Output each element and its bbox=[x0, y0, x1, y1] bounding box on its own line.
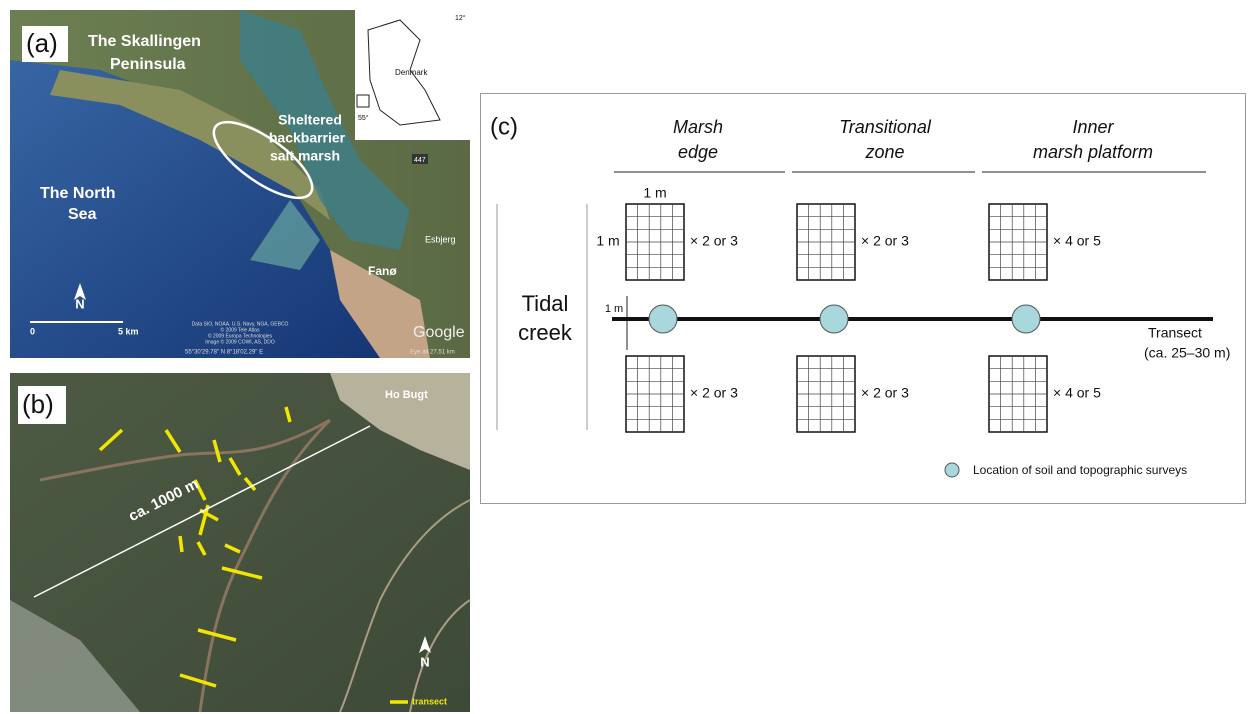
panel-c: (c) Marsh edge Transitional zone Inner m… bbox=[481, 94, 1246, 504]
inset-lat: 55° bbox=[358, 114, 369, 122]
survey-point bbox=[820, 305, 848, 333]
replicate-label: × 2 or 3 bbox=[690, 233, 738, 249]
survey-point bbox=[1012, 305, 1040, 333]
place-label: The Skallingen bbox=[88, 33, 201, 50]
transect-label: (ca. 25–30 m) bbox=[1144, 345, 1230, 361]
grid-width-label: 1 m bbox=[643, 185, 666, 201]
coords: 55°30'29.78" N 8°18'02.29" E bbox=[185, 350, 263, 356]
creek-label: creek bbox=[518, 320, 573, 345]
inset-country: Denmark bbox=[395, 68, 428, 77]
place-label: Fanø bbox=[368, 264, 397, 278]
north-label: N bbox=[75, 296, 84, 311]
place-label: The North bbox=[40, 185, 116, 202]
replicate-label: × 2 or 3 bbox=[861, 385, 909, 401]
north-label: N bbox=[420, 654, 429, 669]
figure: Denmark 12° 55° (a) The Skallingen Penin… bbox=[0, 0, 1248, 714]
zone-label: Transitional bbox=[839, 117, 932, 137]
credit: © 2009 Europa Technologies bbox=[208, 332, 273, 339]
road-label: 447 bbox=[414, 157, 426, 164]
panel-a: Denmark 12° 55° (a) The Skallingen Penin… bbox=[10, 10, 470, 358]
replicate-label: × 4 or 5 bbox=[1053, 385, 1101, 401]
place-label: Sheltered bbox=[278, 112, 342, 128]
transect-label: Transect bbox=[1148, 325, 1202, 341]
replicate-label: × 2 or 3 bbox=[861, 233, 909, 249]
scale-label: 0 bbox=[30, 326, 35, 336]
zone-label: Marsh bbox=[673, 117, 723, 137]
credit: Image © 2009 COWI, AS, DDO bbox=[205, 338, 275, 345]
creek-label: Tidal bbox=[522, 291, 569, 316]
eye-alt: Eye alt 27.51 km bbox=[410, 350, 455, 356]
survey-point bbox=[649, 305, 677, 333]
scale-label: 5 km bbox=[118, 326, 139, 336]
zone-label: edge bbox=[678, 142, 718, 162]
zone-label: Inner bbox=[1072, 117, 1114, 137]
credit: © 2009 Tele Atlas bbox=[221, 326, 260, 333]
legend-label: transect bbox=[412, 696, 447, 706]
replicate-label: × 4 or 5 bbox=[1053, 233, 1101, 249]
panel-label: (b) bbox=[22, 389, 54, 419]
zone-label: marsh platform bbox=[1033, 142, 1153, 162]
place-label: Peninsula bbox=[110, 56, 186, 73]
grid-height-label: 1 m bbox=[596, 233, 619, 249]
legend-marker bbox=[945, 463, 959, 477]
place-label: Ho Bugt bbox=[385, 389, 428, 401]
place-label: Sea bbox=[68, 206, 97, 223]
spacing-label: 1 m bbox=[605, 303, 623, 315]
logo: Google bbox=[413, 324, 465, 341]
place-label: backbarrier bbox=[269, 130, 346, 146]
panel-label: (c) bbox=[490, 113, 518, 140]
zone-label: zone bbox=[864, 142, 904, 162]
place-label: salt marsh bbox=[270, 148, 340, 164]
place-label: Esbjerg bbox=[425, 234, 456, 244]
inset-lon: 12° bbox=[455, 14, 466, 22]
panel-b: (b) Ho Bugt ca. 1000 m N transect bbox=[10, 373, 470, 712]
replicate-label: × 2 or 3 bbox=[690, 385, 738, 401]
panel-label: (a) bbox=[26, 28, 58, 58]
legend-label: Location of soil and topographic surveys bbox=[973, 463, 1187, 477]
